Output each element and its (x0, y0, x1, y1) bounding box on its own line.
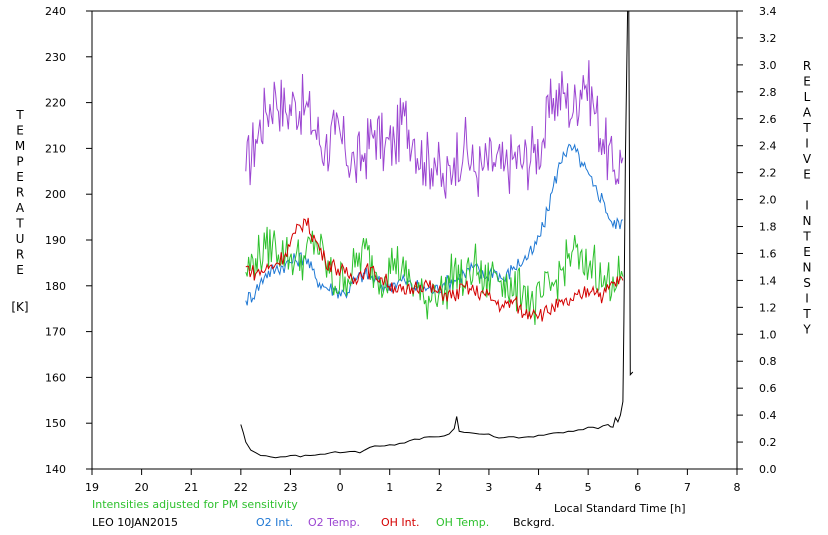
y-left-tick-label: 180 (45, 280, 66, 293)
right-axis-title-letter: I (805, 292, 809, 306)
x-tick-label: 0 (337, 481, 344, 494)
x-tick-label: 1 (386, 481, 393, 494)
right-axis-title-letter: S (803, 276, 811, 290)
right-axis-title-letter: A (803, 106, 812, 120)
legend-item-o2_temp: O2 Temp. (308, 516, 360, 529)
x-tick-label: 23 (283, 481, 297, 494)
right-axis-title-letter: E (803, 245, 811, 259)
right-axis-title-letter: E (803, 75, 811, 89)
left-axis-title-letter: T (15, 108, 24, 122)
series-line-o2_temp (245, 60, 624, 199)
legend-item-oh_int: OH Int. (381, 516, 419, 529)
right-axis-title-letter: V (803, 152, 812, 166)
y-right-tick-label: 2.2 (759, 167, 777, 180)
left-axis-title-letter: P (16, 155, 23, 169)
x-tick-label: 4 (535, 481, 542, 494)
x-tick-label: 20 (135, 481, 149, 494)
right-axis-title-letter: T (802, 307, 811, 321)
right-axis-title-letter: T (802, 230, 811, 244)
y-left-tick-label: 150 (45, 417, 66, 430)
x-tick-label: 19 (85, 481, 99, 494)
y-right-tick-label: 0.6 (759, 382, 777, 395)
left-axis-title-letter: R (16, 186, 24, 200)
series-line-o2_int (245, 143, 624, 306)
y-right-tick-label: 0.8 (759, 355, 777, 368)
plot-frame (91, 10, 738, 470)
legend-item-bckgrd: Bckgrd. (513, 516, 555, 529)
right-axis-title-letter: Y (802, 323, 811, 337)
right-axis-title-letter: N (803, 214, 812, 228)
legend: O2 Int. O2 Temp. OH Int. OH Temp. Bckgrd. (256, 516, 555, 529)
y-left-tick-label: 230 (45, 51, 66, 64)
y-right-tick-label: 1.6 (759, 247, 777, 260)
x-tick-label: 2 (436, 481, 443, 494)
y-left-tick-label: 140 (45, 463, 66, 476)
y-left-tick-label: 190 (45, 234, 66, 247)
right-axis-title-letter: L (804, 90, 811, 104)
station-date: LEO 10JAN2015 (92, 516, 178, 529)
right-axis-title-letter: T (802, 121, 811, 135)
left-axis-title-letter: R (16, 248, 24, 262)
right-axis-title-letter: I (805, 199, 809, 213)
y-left-tick-label: 210 (45, 142, 66, 155)
y-left-tick-label: 170 (45, 326, 66, 339)
x-tick-label: 3 (485, 481, 492, 494)
y-right-tick-label: 1.0 (759, 328, 777, 341)
series-line-oh_int (245, 217, 624, 322)
legend-item-oh_temp: OH Temp. (436, 516, 489, 529)
left-axis-title-letter: M (15, 139, 25, 153)
sensitivity-note: Intensities adjusted for PM sensitivity (92, 498, 298, 511)
x-tick-label: 6 (634, 481, 641, 494)
y-right-tick-label: 3.0 (759, 59, 777, 72)
left-axis-title-letter: E (16, 170, 24, 184)
y-right-tick-label: 2.0 (759, 194, 777, 207)
y-right-tick-label: 2.4 (759, 140, 777, 153)
y-right-tick-label: 1.8 (759, 221, 777, 234)
left-axis-title-letter: U (16, 232, 25, 246)
series-line-oh_temp (245, 226, 624, 325)
right-axis-title-letter: I (805, 137, 809, 151)
x-tick-label: 7 (684, 481, 691, 494)
y-left-tick-label: 240 (45, 5, 66, 18)
right-axis-title-letter: N (803, 261, 812, 275)
y-right-tick-label: 0.4 (759, 409, 777, 422)
y-left-tick-label: 220 (45, 97, 66, 110)
y-left-tick-label: 200 (45, 188, 66, 201)
x-tick-label: 21 (184, 481, 198, 494)
x-tick-label: 8 (734, 481, 741, 494)
series-line-bckgrd (240, 11, 634, 459)
y-right-tick-label: 2.6 (759, 113, 777, 126)
y-right-tick-label: 3.2 (759, 32, 777, 45)
y-right-tick-label: 1.2 (759, 301, 777, 314)
axis-layer: 19 20 21 22 23 0 1 2 3 4 5 6 7 8140150160170180190200… (45, 5, 777, 494)
right-axis-title-letter: R (803, 59, 811, 73)
x-tick-label: 22 (234, 481, 248, 494)
left-axis-title-letter: E (16, 263, 24, 277)
x-axis-title: Local Standard Time [h] (554, 502, 686, 515)
left-axis-title-letter: A (16, 201, 25, 215)
y-right-tick-label: 0.2 (759, 436, 777, 449)
y-right-tick-label: 3.4 (759, 5, 777, 18)
legend-item-o2_int: O2 Int. (256, 516, 293, 529)
left-axis-title-letter: E (16, 124, 24, 138)
series-layer (240, 11, 634, 459)
x-tick-label: 5 (585, 481, 592, 494)
y-left-tick-label: 160 (45, 371, 66, 384)
right-axis-title-letter: E (803, 168, 811, 182)
y-right-tick-label: 2.8 (759, 86, 777, 99)
y-right-tick-label: 0.0 (759, 463, 777, 476)
y-right-tick-label: 1.4 (759, 274, 777, 287)
left-axis-unit: [K] (11, 300, 28, 314)
left-axis-title-letter: T (15, 217, 24, 231)
